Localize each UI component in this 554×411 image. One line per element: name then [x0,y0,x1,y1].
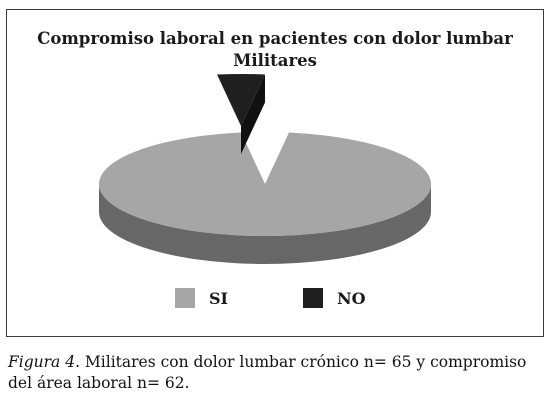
legend-swatch-si [175,288,195,308]
chart-subtitle: Militares [233,51,317,70]
legend-label-si: SI [209,288,229,308]
pie-slice-si [98,132,432,237]
caption-text: . Militares con dolor lumbar crónico n= … [8,353,527,392]
legend: SI NO [7,288,543,312]
chart-title-block: Compromiso laboral en pacientes con dolo… [7,28,543,72]
legend-swatch-no [303,288,323,308]
pie-slice-no-face [241,74,265,154]
caption-label: Figura 4 [8,353,76,371]
legend-item-si: SI [175,288,228,308]
pie-slice-si-side [99,184,431,264]
chart-frame: Compromiso laboral en pacientes con dolo… [6,9,544,337]
pie-slice-no [217,74,265,126]
figure-caption: Figura 4. Militares con dolor lumbar cró… [8,352,554,394]
pie-chart [98,74,432,264]
chart-title: Compromiso laboral en pacientes con dolo… [37,29,513,48]
legend-label-no: NO [337,288,366,308]
legend-item-no: NO [303,288,366,308]
